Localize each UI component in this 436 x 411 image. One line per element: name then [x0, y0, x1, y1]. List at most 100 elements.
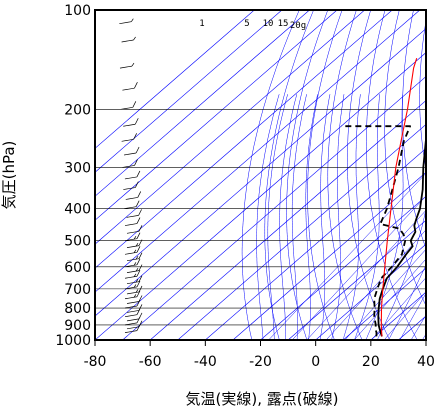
wind-barb-flag	[136, 170, 141, 178]
isotherm-line	[260, 195, 426, 340]
wind-barb-staff	[124, 176, 137, 180]
y-tick-label: 100	[64, 3, 91, 19]
wind-barb-flag	[138, 304, 143, 311]
wind-barb-staff	[126, 215, 139, 218]
wind-barb-staff	[121, 39, 134, 43]
moist-adiabat-line	[354, 94, 380, 340]
wind-barb-flag	[134, 159, 138, 166]
wind-barb-staff	[126, 301, 140, 304]
wind-barb-staff	[120, 106, 133, 110]
moist-adiabat-line	[305, 94, 318, 340]
series-layer	[341, 58, 426, 337]
wind-barb-staff	[122, 165, 135, 168]
dry-adiabat-line	[307, 10, 343, 340]
wind-barb-flag	[138, 209, 142, 216]
wind-barb-flag	[138, 239, 143, 246]
wind-barb	[126, 312, 143, 322]
isotherm-line	[95, 10, 310, 197]
wind-barb-half-flag	[131, 62, 135, 67]
wind-barb-half-flag	[135, 289, 139, 293]
wind-barb	[124, 232, 141, 242]
temperature-profile	[377, 137, 426, 337]
wind-barb-half-flag	[131, 18, 134, 22]
isotherm-line	[343, 267, 426, 340]
wind-barb-half-flag	[133, 273, 137, 277]
wind-barb	[126, 275, 143, 285]
wind-barb	[119, 62, 135, 69]
wind-barb-flag	[135, 181, 139, 188]
moist-adiabat-line	[256, 94, 280, 340]
wind-barb-staff	[124, 330, 138, 333]
wind-barb	[126, 209, 142, 218]
wind-barb-half-flag	[135, 255, 139, 260]
wind-barb-flag	[138, 225, 143, 232]
isotherm-line	[95, 10, 421, 293]
wind-barb	[121, 133, 137, 142]
wind-barb-staff	[126, 245, 140, 248]
y-tick-label: 400	[64, 202, 91, 218]
wind-barb	[124, 146, 140, 156]
dry-adiabat-line	[384, 10, 426, 307]
y-axis-title: 気圧(hPa)	[0, 141, 18, 210]
wind-barb-staff	[124, 223, 138, 226]
wind-barb-flag	[136, 246, 141, 253]
wind-barb-flag	[136, 290, 141, 297]
y-tick-label: 500	[64, 234, 91, 250]
dry-adiabat-line	[241, 10, 300, 340]
moist-adiabat-line	[342, 94, 361, 340]
wind-barb	[126, 285, 143, 295]
wind-barb-flag	[132, 101, 137, 108]
moist-adiabat-line	[279, 94, 298, 340]
wind-barb	[126, 239, 143, 248]
wind-barb	[122, 82, 138, 91]
wind-barb	[126, 304, 143, 313]
wind-barb-staff	[124, 206, 137, 210]
moist-adiabat-line	[267, 94, 288, 340]
isotherm-line	[95, 52, 426, 340]
wind-barb-staff	[124, 238, 138, 242]
y-tick-label: 900	[64, 318, 91, 334]
moist-adiabat-line	[410, 314, 426, 340]
wind-barb-staff	[124, 251, 138, 255]
wind-barb-staff	[123, 187, 136, 190]
isotherm-line	[287, 219, 426, 340]
mixing-ratio-line	[344, 248, 426, 340]
wind-barb	[124, 280, 141, 290]
grid-layer	[95, 10, 426, 340]
wind-barb-half-flag	[133, 284, 137, 288]
wind-barb-half-flag	[133, 235, 137, 240]
isotherm-line	[122, 76, 426, 340]
x-tick-label: 20	[362, 354, 380, 370]
mixing-ratio-label: 1	[199, 19, 204, 29]
x-tick-label: -60	[139, 354, 162, 370]
wind-barb-flag	[138, 320, 143, 327]
mixing-ratio-line	[371, 277, 426, 340]
isobar-layer	[95, 9, 426, 341]
wind-barb-staff	[124, 286, 138, 290]
mixing-ratio-line	[383, 291, 426, 340]
wind-barb-staff	[124, 314, 138, 318]
wind-barb-half-flag	[133, 249, 137, 254]
wind-barb-staff	[121, 138, 134, 142]
x-axis-title: 気温(実線), 露点(破線)	[186, 390, 339, 408]
wind-barb-flag	[138, 264, 143, 271]
wind-barb	[124, 200, 140, 210]
wind-barb-flag	[138, 295, 143, 302]
wind-barb	[122, 159, 138, 168]
wind-barb	[124, 258, 141, 268]
y-tick-label: 1000	[55, 333, 91, 349]
wind-barb-half-flag	[133, 36, 136, 41]
x-tick-label: 40	[417, 354, 435, 370]
x-tick-label: -80	[84, 354, 107, 370]
wind-barb	[119, 18, 134, 25]
dry-adiabat-line	[419, 19, 426, 171]
wind-barb	[124, 170, 141, 180]
mixing-ratio-line	[325, 229, 426, 340]
isotherm-line	[95, 10, 338, 221]
wind-barb-staff	[124, 264, 138, 268]
moist-adiabat-line	[331, 94, 345, 340]
wind-barb-staff	[126, 270, 140, 273]
wind-barb-flag	[136, 280, 141, 288]
